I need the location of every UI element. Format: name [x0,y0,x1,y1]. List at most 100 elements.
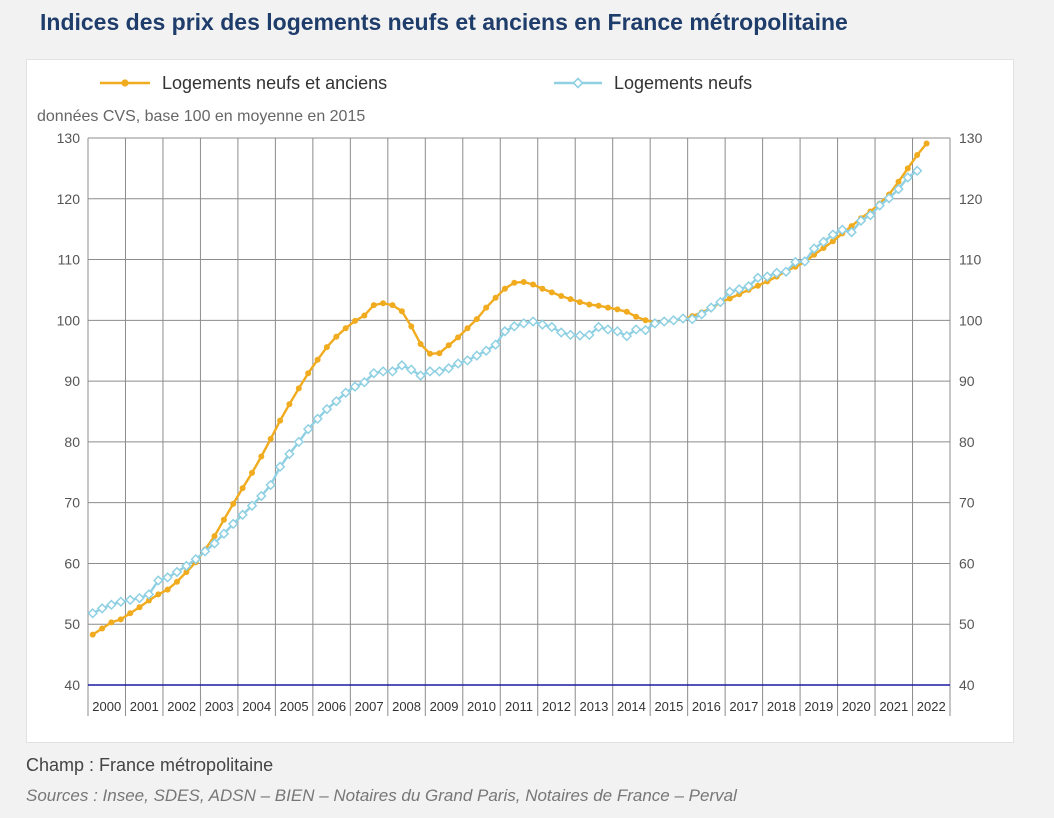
data-point-neufs [874,200,885,211]
data-point-total [417,341,424,347]
data-point-neufs [818,236,829,248]
y-tick-label-right: 70 [959,495,975,511]
data-point-neufs [565,329,576,341]
data-point-total [277,417,284,424]
x-tick-label: 2007 [355,699,384,714]
data-point-neufs [274,461,286,473]
data-point-neufs [780,266,792,277]
data-point-neufs [406,364,417,375]
data-point-neufs [312,413,323,425]
data-point-neufs [462,355,473,366]
data-point-total [164,586,171,593]
data-point-neufs [256,490,267,502]
data-point-total [820,245,827,251]
chart-card [26,59,1014,743]
data-point-neufs [855,215,867,226]
x-tick-label: 2016 [692,699,721,714]
data-point-total [914,152,921,158]
data-point-neufs [349,381,361,392]
data-point-neufs [612,326,623,337]
data-point-total [314,356,321,363]
data-point-total [361,312,368,319]
data-point-neufs [359,377,370,388]
data-point-total [623,308,630,315]
data-point-neufs [171,566,183,578]
y-tick-label-left: 60 [64,555,80,571]
data-point-neufs [387,366,398,377]
x-tick-label: 2006 [317,699,346,714]
data-point-neufs [602,324,614,335]
data-point-neufs [134,592,145,604]
x-tick-label: 2000 [92,699,121,714]
data-point-total [530,281,537,288]
y-tick-label-right: 120 [959,191,983,207]
data-point-total [305,370,312,377]
data-point-neufs [630,324,642,335]
x-tick-label: 2011 [505,699,533,714]
data-point-total [829,238,836,245]
legend-label-total: Logements neufs et anciens [162,72,388,93]
y-tick-label-right: 80 [959,434,975,450]
data-point-neufs [162,572,173,583]
legend-item-total[interactable]: Logements neufs et anciens [100,70,387,96]
data-point-neufs [865,209,876,221]
data-point-neufs [846,226,857,238]
data-point-total [904,165,911,172]
data-point-total [127,610,134,617]
x-tick-label: 2018 [767,699,796,714]
data-point-neufs [443,363,454,374]
data-point-total [445,342,452,349]
data-point-neufs [209,538,220,549]
y-tick-label-left: 130 [57,130,81,146]
data-point-neufs [640,324,651,336]
data-point-neufs [743,281,754,292]
data-point-neufs [368,367,380,379]
data-point-neufs [237,509,248,521]
data-point-neufs [584,329,595,341]
data-point-total [145,597,152,604]
data-point-total [183,569,190,575]
y-tick-label-left: 120 [57,191,81,207]
data-point-total [267,435,274,442]
y-tick-label-right: 40 [959,677,975,693]
data-point-total [342,325,349,332]
data-point-neufs [96,603,108,614]
data-point-total [89,631,96,638]
data-point-neufs [836,224,848,236]
x-tick-label: 2022 [917,699,946,714]
data-point-neufs [199,546,211,557]
data-point-total [220,516,227,523]
legend-marker-neufs-icon [554,77,602,89]
data-point-neufs [808,243,820,254]
data-point-neufs [733,284,745,295]
sources-note: Sources : Insee, SDES, ADSN – BIEN – Not… [26,786,737,805]
data-point-neufs [471,350,483,361]
x-tick-label: 2019 [804,699,833,714]
data-point-neufs [321,403,333,415]
data-point-neufs [724,286,736,298]
y-tick-label-right: 50 [959,616,975,632]
data-point-neufs [518,318,529,329]
y-tick-label-left: 100 [57,312,81,328]
legend-marker-total-icon [100,79,150,87]
data-point-neufs [911,165,923,177]
y-tick-label-left: 40 [64,677,80,693]
data-point-total [389,302,396,309]
y-tick-label-right: 130 [959,130,983,146]
data-point-total [295,385,302,392]
data-point-total [155,591,162,598]
data-point-total [511,279,518,286]
x-tick-label: 2013 [579,699,608,714]
data-point-neufs [340,387,351,398]
x-tick-label: 2001 [130,699,159,714]
y-tick-label-left: 50 [64,616,80,632]
data-point-total [548,289,555,296]
data-point-total [370,302,377,309]
data-point-total [239,485,246,492]
data-point-total [427,350,433,357]
data-point-neufs [181,560,192,572]
data-point-total [642,317,649,324]
legend-item-neufs[interactable]: Logements neufs [554,70,752,96]
data-point-neufs [593,321,604,333]
x-tick-label: 2002 [167,699,196,714]
